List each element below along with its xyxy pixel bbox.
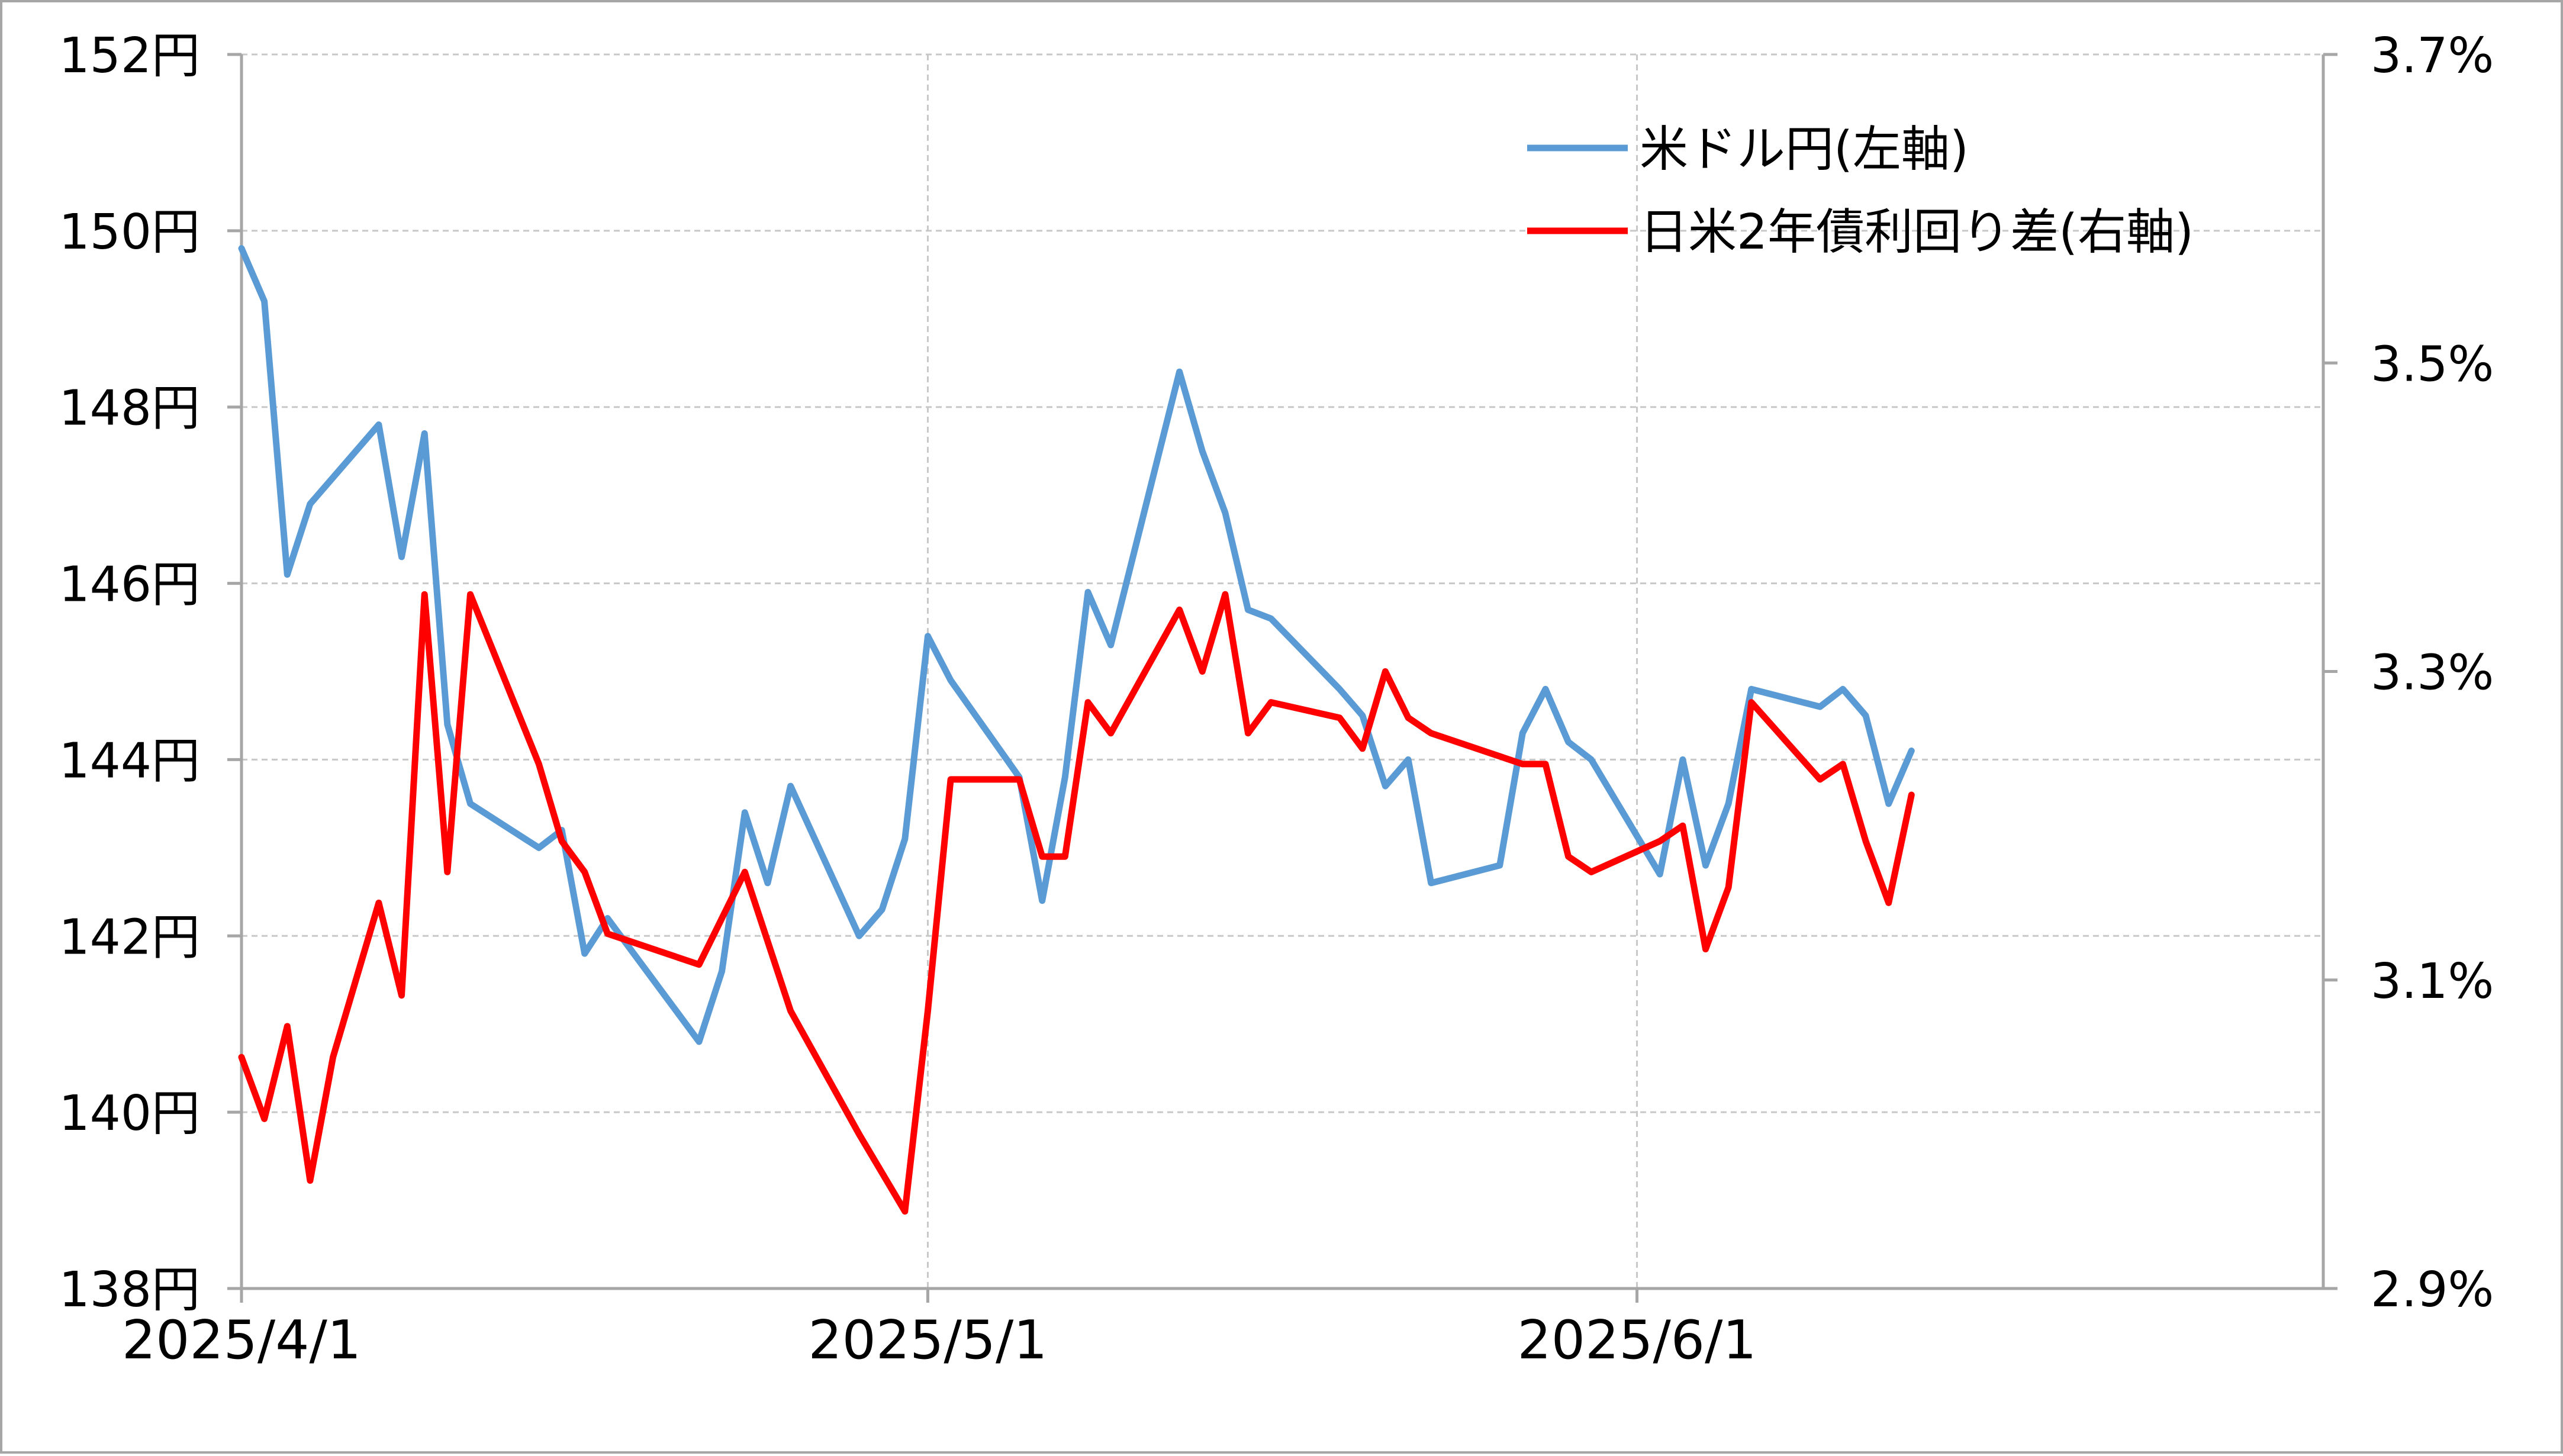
y-left-tick-label: 148円 [59, 381, 200, 437]
y-left-tick-label: 138円 [59, 1262, 200, 1318]
legend-label-2: 日米2年債利回り差(右軸) [1640, 204, 2194, 260]
y-right-tick-label: 2.9% [2371, 1262, 2494, 1318]
x-tick-label: 2025/5/1 [808, 1309, 1047, 1371]
x-tick-label: 2025/6/1 [1517, 1309, 1756, 1371]
y-left-tick-label: 150円 [59, 204, 200, 260]
y-right-tick-label: 3.1% [2371, 954, 2494, 1010]
y-left-tick-label: 140円 [59, 1085, 200, 1142]
y-left-tick-label: 146円 [59, 557, 200, 613]
y-left-tick-label: 142円 [59, 909, 200, 965]
y-right-tick-label: 3.5% [2371, 336, 2494, 392]
y-left-tick-label: 152円 [59, 28, 200, 84]
series-layer [238, 245, 1915, 1215]
y-left-tick-label: 144円 [59, 733, 200, 789]
series-line-2 [238, 591, 1915, 1215]
legend: 米ドル円(左軸) 日米2年債利回り差(右軸) [1527, 121, 2194, 260]
y-right-tick-label: 3.7% [2371, 28, 2494, 84]
x-tick-label: 2025/4/1 [122, 1309, 361, 1371]
grid-layer [242, 53, 2323, 1290]
label-layer: 138円 140円 142円 144円 146円 148円 150円 152円 2.9% 3.1%… [59, 28, 2494, 1371]
y-right-tick-label: 3.3% [2371, 645, 2494, 701]
legend-label-1: 米ドル円(左軸) [1640, 121, 1969, 178]
